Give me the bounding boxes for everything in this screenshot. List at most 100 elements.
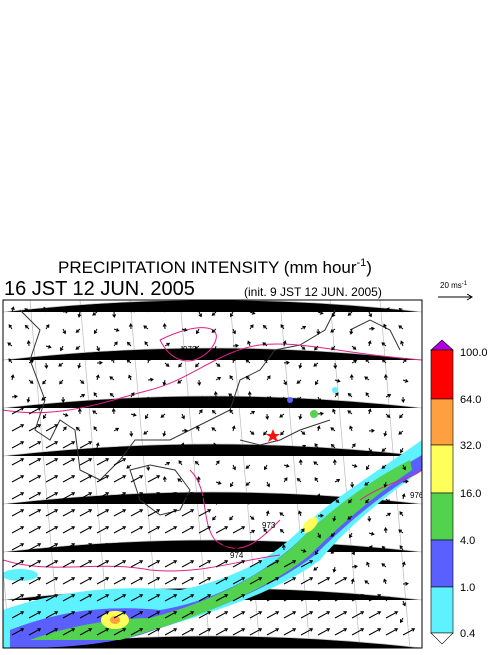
wind-arrow bbox=[300, 611, 314, 619]
wind-arrow bbox=[127, 447, 132, 453]
wind-arrow bbox=[402, 378, 409, 383]
wind-arrow bbox=[164, 560, 178, 568]
wind-arrow bbox=[28, 424, 42, 432]
wind-arrow bbox=[198, 543, 212, 551]
wind-arrow bbox=[298, 413, 303, 420]
wind-arrow bbox=[194, 460, 200, 466]
wind-arrow bbox=[351, 359, 358, 364]
wind-arrow bbox=[368, 326, 375, 331]
wind-arrow bbox=[283, 463, 290, 468]
wind-arrow bbox=[383, 481, 388, 488]
wind-arrow bbox=[249, 594, 263, 602]
wind-arrow bbox=[213, 391, 218, 398]
wind-arrow bbox=[349, 425, 353, 432]
wind-arrow bbox=[113, 427, 120, 432]
wind-arrow bbox=[160, 413, 166, 418]
wind-arrow bbox=[62, 560, 76, 568]
wind-arrow bbox=[28, 441, 42, 449]
wind-arrow bbox=[317, 396, 321, 403]
wind-arrow bbox=[147, 594, 161, 602]
wind-arrow bbox=[347, 410, 353, 415]
wind-arrow bbox=[146, 464, 151, 471]
wind-arrow bbox=[249, 560, 263, 568]
wind-arrow bbox=[147, 611, 161, 619]
wind-arrow bbox=[330, 443, 336, 449]
wind-arrow bbox=[128, 374, 132, 381]
wind-arrow bbox=[75, 345, 81, 350]
wind-arrow bbox=[232, 543, 246, 551]
wind-arrow bbox=[249, 324, 254, 330]
wind-arrow bbox=[314, 477, 319, 483]
wind-arrow bbox=[214, 498, 219, 505]
wind-arrow bbox=[113, 447, 119, 452]
wind-arrow bbox=[315, 549, 319, 556]
wind-arrow bbox=[198, 409, 203, 415]
wind-arrow bbox=[128, 323, 133, 330]
colorbar-label: 32.0 bbox=[460, 440, 481, 452]
title-close: ) bbox=[366, 258, 372, 277]
wind-arrow bbox=[232, 628, 246, 636]
wind-arrow bbox=[96, 492, 110, 500]
wind-arrow bbox=[249, 430, 255, 435]
wind-arrow bbox=[198, 311, 202, 318]
wind-arrow bbox=[62, 413, 69, 417]
wind-arrow bbox=[198, 495, 205, 500]
wind-arrow bbox=[96, 560, 110, 568]
wind-arrow bbox=[130, 628, 144, 636]
wind-arrow bbox=[283, 477, 288, 483]
wind-arrow bbox=[381, 464, 387, 469]
wind-arrow bbox=[164, 594, 178, 602]
wind-arrow bbox=[45, 424, 59, 432]
wind-arrow bbox=[232, 445, 239, 450]
wind-arrow bbox=[215, 480, 222, 485]
wind-arrow bbox=[181, 594, 195, 602]
wind-arrow bbox=[398, 430, 404, 435]
wind-arrow bbox=[26, 340, 31, 347]
wind-arrow bbox=[28, 577, 42, 585]
colorbar-label: 4.0 bbox=[460, 535, 475, 547]
wind-arrow bbox=[79, 492, 93, 500]
wind-arrow bbox=[399, 413, 404, 419]
wind-arrow bbox=[198, 628, 212, 636]
wind-arrow bbox=[147, 628, 161, 636]
wind-arrow bbox=[11, 394, 18, 399]
wind-arrow bbox=[232, 560, 246, 568]
wind-arrow bbox=[385, 611, 399, 619]
wind-arrow bbox=[196, 476, 201, 483]
wind-arrow bbox=[164, 526, 178, 534]
wind-arrow bbox=[109, 376, 115, 381]
wind-arrow bbox=[126, 464, 132, 469]
wind-arrow bbox=[232, 577, 246, 585]
wind-arrow bbox=[111, 408, 116, 415]
wind-arrow bbox=[245, 359, 251, 364]
wind-arrow bbox=[177, 379, 183, 384]
wind-arrow bbox=[367, 340, 372, 347]
wind-arrow bbox=[368, 428, 375, 433]
wind-arrow bbox=[28, 509, 42, 517]
wind-arrow bbox=[316, 328, 321, 335]
wind-arrow bbox=[247, 391, 252, 398]
wind-arrow bbox=[45, 458, 59, 466]
wind-arrow bbox=[300, 444, 307, 449]
wind-arrow bbox=[79, 628, 93, 636]
wind-arrow bbox=[298, 510, 302, 517]
wind-arrow bbox=[265, 510, 270, 517]
wind-arrow bbox=[92, 311, 98, 316]
wind-arrow bbox=[147, 577, 161, 585]
wind-arrow bbox=[96, 345, 100, 352]
wind-arrow bbox=[144, 341, 149, 347]
wind-arrow bbox=[368, 545, 373, 551]
wind-arrow bbox=[330, 532, 336, 537]
wind-arrow bbox=[315, 379, 319, 386]
wind-arrow bbox=[349, 374, 354, 381]
wind-arrow bbox=[62, 577, 76, 585]
wind-arrow bbox=[96, 594, 110, 602]
wind-arrow bbox=[385, 512, 392, 517]
wind-arrow bbox=[62, 309, 69, 314]
wind-arrow bbox=[11, 577, 25, 585]
wind-arrow bbox=[61, 396, 66, 403]
wind-arrow bbox=[402, 581, 409, 586]
wind-arrow bbox=[279, 512, 285, 517]
wind-arrow bbox=[181, 428, 188, 433]
wind-arrow bbox=[26, 396, 31, 403]
